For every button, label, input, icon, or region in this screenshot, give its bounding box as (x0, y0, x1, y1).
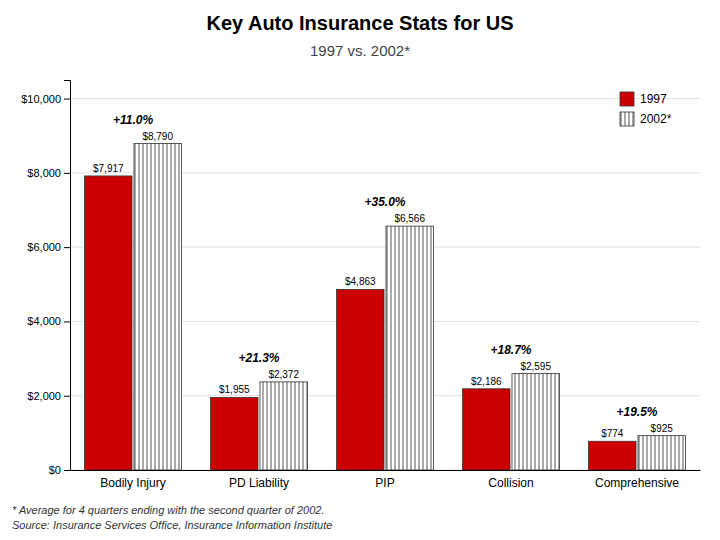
x-tick: Collision (488, 476, 533, 490)
x-axis: Bodily Injury PD Liability PIP Collision Com… (71, 471, 701, 490)
x-tick: Bodily Injury (100, 476, 165, 490)
data-labels: $7,917 $1,955 $4,863 $2,186 $774 $8,790 $2,372… (93, 131, 673, 440)
data-label: $774 (601, 428, 624, 439)
y-tick-label: $6,000 (27, 241, 61, 253)
legend: 1997 2002* (620, 92, 672, 126)
legend-swatch (620, 112, 634, 126)
annotation: +21.3% (238, 351, 279, 365)
legend-item: 2002* (620, 112, 672, 126)
bar (386, 226, 433, 470)
annotation: +19.5% (616, 405, 657, 419)
y-tick-label: $0 (49, 464, 61, 476)
bar (211, 397, 258, 470)
bar (463, 389, 510, 470)
y-tick: $2,000 (27, 390, 70, 402)
data-label: $2,595 (520, 361, 551, 372)
x-tick-label: Collision (488, 476, 533, 490)
legend-label: 2002* (640, 112, 672, 126)
footnote: * Average for 4 quarters ending with the… (12, 504, 324, 516)
y-tick: $4,000 (27, 315, 70, 327)
bar (512, 374, 559, 470)
bar (337, 289, 384, 470)
y-tick-mark (64, 396, 70, 397)
data-label: $2,186 (471, 376, 502, 387)
chart: Key Auto Insurance Stats for US 1997 vs. … (0, 0, 720, 540)
bars (85, 144, 686, 470)
annotations: +11.0% +21.3% +35.0% +18.7% +19.5% (113, 113, 658, 419)
bar (85, 176, 132, 470)
grid-line (70, 98, 700, 99)
annotation: +35.0% (364, 195, 405, 209)
data-label: $2,372 (268, 369, 299, 380)
data-label: $4,863 (345, 276, 376, 287)
subtitle: 1997 vs. 2002* (310, 42, 410, 59)
bar (134, 144, 181, 470)
y-axis-line (64, 81, 71, 471)
bar (638, 436, 685, 470)
x-tick: PD Liability (229, 476, 289, 490)
y-tick-label: $10,000 (21, 93, 61, 105)
grid (70, 99, 700, 470)
y-tick-mark (64, 247, 70, 248)
annotation: +18.7% (490, 343, 531, 357)
bar (260, 382, 307, 470)
x-tick: PIP (375, 476, 394, 490)
y-tick: $8,000 (27, 167, 70, 179)
y-tick-mark (64, 173, 70, 174)
x-tick-label: Bodily Injury (100, 476, 165, 490)
footnote: Source: Insurance Services Office, Insur… (12, 519, 332, 531)
y-tick-mark (64, 470, 70, 471)
y-tick: $0 (49, 464, 70, 476)
legend-swatch (620, 92, 634, 106)
data-label: $925 (651, 423, 674, 434)
annotation: +11.0% (113, 113, 153, 127)
data-label: $1,955 (219, 384, 250, 395)
y-tick-label: $2,000 (27, 390, 61, 402)
title: Key Auto Insurance Stats for US (206, 12, 513, 34)
y-tick-label: $8,000 (27, 167, 61, 179)
legend-item: 1997 (620, 92, 667, 106)
y-tick: $6,000 (27, 241, 70, 253)
plot-area: $0 $2,000 $4,000 $6,000 $8,000 $10,000 Bodily … (21, 81, 700, 490)
x-tick-label: PIP (375, 476, 394, 490)
x-tick: Comprehensive (595, 476, 679, 490)
y-tick: $10,000 (21, 93, 70, 105)
y-tick-mark (64, 99, 70, 100)
x-axis-line (71, 470, 701, 471)
data-label: $6,566 (394, 213, 425, 224)
y-axis: $0 $2,000 $4,000 $6,000 $8,000 $10,000 (21, 81, 70, 477)
data-label: $8,790 (142, 131, 173, 142)
legend-label: 1997 (640, 92, 667, 106)
bar (589, 441, 636, 470)
y-tick-label: $4,000 (27, 315, 61, 327)
x-tick-label: Comprehensive (595, 476, 679, 490)
data-label: $7,917 (93, 163, 124, 174)
y-tick-mark (64, 321, 70, 322)
x-tick-label: PD Liability (229, 476, 289, 490)
